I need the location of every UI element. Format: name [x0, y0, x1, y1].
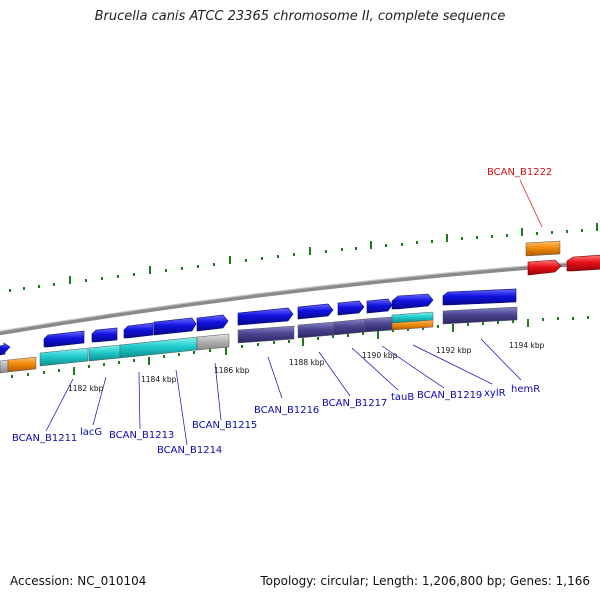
gene-label[interactable]: hemR	[511, 384, 540, 395]
cog-block[interactable]	[297, 321, 335, 339]
highlight-track	[527, 254, 600, 276]
cog-block[interactable]	[196, 333, 230, 351]
cds-arrow[interactable]	[0, 342, 11, 356]
cog-block[interactable]	[525, 240, 561, 257]
inner-tick-ring	[11, 316, 589, 378]
cds-arrow[interactable]	[43, 330, 85, 348]
tick-label: 1184 kbp	[141, 375, 177, 384]
highlighted-gene-arrow[interactable]	[566, 254, 600, 272]
tick-label: 1190 kbp	[362, 351, 398, 360]
cog-block[interactable]	[88, 344, 121, 362]
tick-label: 1192 kbp	[436, 346, 472, 355]
cds-arrow[interactable]	[297, 303, 334, 320]
cog-block[interactable]	[333, 318, 366, 336]
cds-track	[0, 288, 517, 356]
cog-track	[0, 240, 561, 374]
genome-backbone	[0, 260, 600, 336]
tick-label: 1194 kbp	[509, 341, 545, 350]
cog-block[interactable]	[391, 319, 434, 331]
gene-label[interactable]: BCAN_B1216	[254, 405, 319, 416]
gene-label[interactable]: BCAN_B1215	[192, 420, 257, 431]
gene-label[interactable]: tauB	[391, 392, 414, 403]
cds-arrow[interactable]	[123, 322, 154, 339]
cog-block[interactable]	[237, 325, 295, 344]
highlighted-gene-label[interactable]: BCAN_B1222	[487, 167, 552, 178]
gene-label[interactable]: BCAN_B1217	[322, 398, 387, 409]
genome-backbone-shadow	[0, 259, 600, 332]
cog-block[interactable]	[39, 347, 89, 367]
outer-tick-ring	[9, 223, 598, 292]
label-connectors	[45, 179, 543, 446]
genome-summary-text: Topology: circular; Length: 1,206,800 bp…	[260, 574, 590, 588]
accession-text: Accession: NC_010104	[10, 574, 147, 588]
gene-label[interactable]: BCAN_B1219	[417, 390, 482, 401]
tick-label: 1182 kbp	[68, 384, 104, 393]
gene-labels: BCAN_B1211 lacG BCAN_B1213 BCAN_B1214 BC…	[12, 167, 552, 456]
cog-block[interactable]	[442, 306, 518, 325]
gene-label[interactable]: BCAN_B1213	[109, 430, 174, 441]
cog-block[interactable]	[119, 336, 198, 359]
gene-label[interactable]: lacG	[80, 427, 102, 438]
cds-arrow[interactable]	[196, 314, 229, 332]
tick-label: 1188 kbp	[289, 358, 325, 367]
cog-block[interactable]	[7, 356, 37, 373]
map-title: Brucella canis ATCC 23365 chromosome II,…	[94, 9, 506, 24]
cds-arrow[interactable]	[337, 300, 365, 316]
tick-label: 1186 kbp	[214, 366, 250, 375]
cog-block[interactable]	[364, 316, 393, 333]
cog-block[interactable]	[0, 359, 9, 374]
gene-label[interactable]: xylR	[484, 388, 506, 399]
gene-label[interactable]: BCAN_B1211	[12, 433, 77, 444]
cds-arrow[interactable]	[366, 298, 393, 314]
cds-arrow[interactable]	[153, 317, 197, 336]
position-labels: 1182 kbp 1184 kbp 1186 kbp 1188 kbp 1190…	[68, 341, 545, 393]
cds-arrow[interactable]	[391, 293, 434, 310]
cds-arrow[interactable]	[442, 288, 517, 306]
cds-arrow[interactable]	[237, 307, 294, 326]
cds-arrow[interactable]	[91, 327, 118, 343]
highlighted-gene-arrow[interactable]	[527, 259, 562, 276]
gene-label[interactable]: BCAN_B1214	[157, 445, 222, 456]
